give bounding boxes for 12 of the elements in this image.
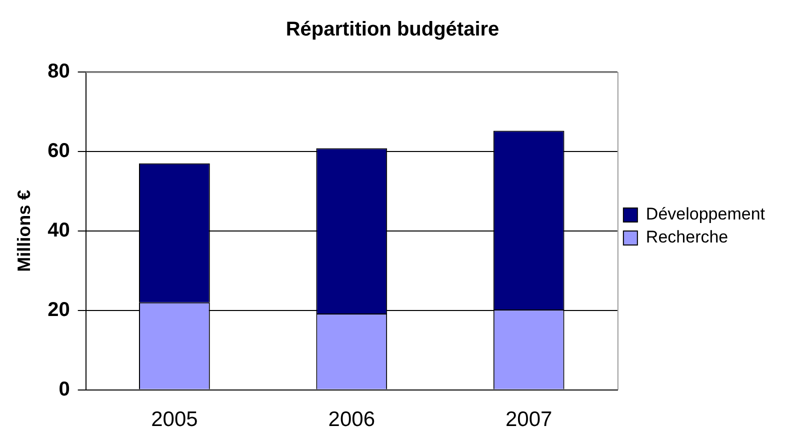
y-tick-label: 40 xyxy=(48,219,70,242)
chart-title: Répartition budgétaire xyxy=(286,18,500,41)
x-tick-label: 2005 xyxy=(151,408,198,432)
y-tick-label: 80 xyxy=(48,60,70,83)
x-tick-label: 2007 xyxy=(505,408,552,432)
y-axis-title: Millions € xyxy=(14,190,34,272)
y-tick-label: 20 xyxy=(48,298,70,321)
x-tick-label: 2006 xyxy=(328,408,375,432)
legend-label: Recherche xyxy=(646,228,728,247)
legend-label: Développement xyxy=(646,204,766,224)
y-tick-label: 0 xyxy=(58,378,70,400)
y-tick-label: 60 xyxy=(48,140,70,162)
